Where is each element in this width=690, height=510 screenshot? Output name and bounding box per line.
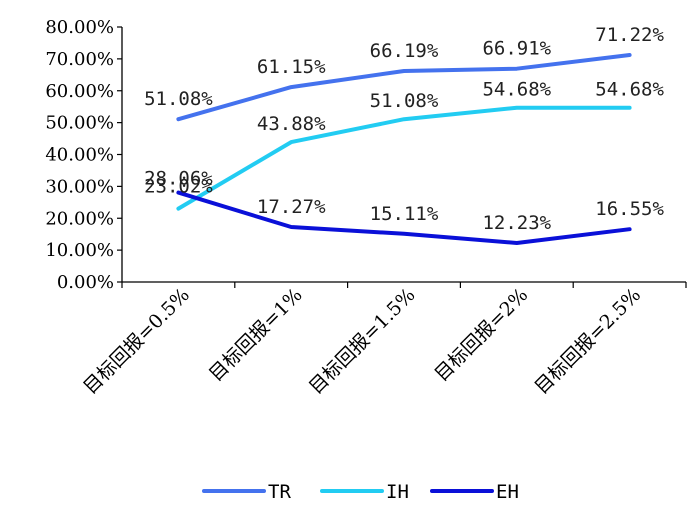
data-label-tr: 71.22% (595, 24, 664, 46)
y-tick-label: 50.00% (45, 113, 114, 134)
data-label-tr: 66.19% (370, 40, 439, 62)
series-line-eh (176, 190, 632, 245)
series-lines (176, 53, 632, 245)
legend-label-tr: TR (268, 481, 291, 503)
data-label-eh: 28.06% (144, 168, 213, 190)
y-tick-label: 0.00% (57, 272, 114, 293)
data-label-eh: 17.27% (257, 196, 326, 218)
x-category-label: 目标回报=2.5% (530, 284, 645, 399)
data-label-eh: 12.23% (482, 212, 551, 234)
legend: TR IH EH (202, 481, 519, 503)
y-tick-label: 70.00% (45, 49, 114, 70)
data-label-eh: 15.11% (370, 203, 439, 225)
data-label-eh: 16.55% (595, 198, 664, 220)
data-label-tr: 51.08% (144, 88, 213, 110)
y-tick-label: 80.00% (45, 17, 114, 38)
data-label-ih: 23.02% (144, 176, 213, 198)
series-line-ih (176, 105, 632, 211)
series-line-tr (176, 53, 632, 122)
data-label-ih: 54.68% (595, 79, 664, 101)
y-tick-label: 40.00% (45, 145, 114, 166)
data-label-ih: 43.88% (257, 113, 326, 135)
chart-axes (121, 27, 686, 283)
data-label-tr: 66.91% (482, 38, 551, 60)
x-category-label: 目标回报=1.5% (305, 284, 420, 399)
x-category-label: 目标回报=1% (205, 284, 307, 386)
x-axis-categories: 目标回报=0.5% 目标回报=1%目标回报=1.5% 目标回报=2%目标回报=2.5… (79, 282, 687, 399)
y-tick-label: 20.00% (45, 208, 114, 229)
data-label-ih: 51.08% (370, 90, 439, 112)
y-tick-label: 60.00% (45, 81, 114, 102)
legend-label-eh: EH (496, 481, 519, 503)
x-category-label: 目标回报=2% (430, 284, 532, 386)
y-tick-label: 10.00% (45, 240, 114, 261)
data-label-tr: 61.15% (257, 56, 326, 78)
y-axis-ticks: 0.00% 10.00% 20.00% 30.00% 40.00% 50.00% 60.00… (45, 17, 122, 293)
legend-label-ih: IH (386, 481, 409, 503)
x-category-label: 目标回报=0.5% (79, 284, 194, 399)
data-labels: 51.08% 61.15% 66.19% 66.91% 71.22% 23.02% 43.8… (144, 24, 664, 234)
data-label-ih: 54.68% (482, 79, 551, 101)
y-tick-label: 30.00% (45, 176, 114, 197)
